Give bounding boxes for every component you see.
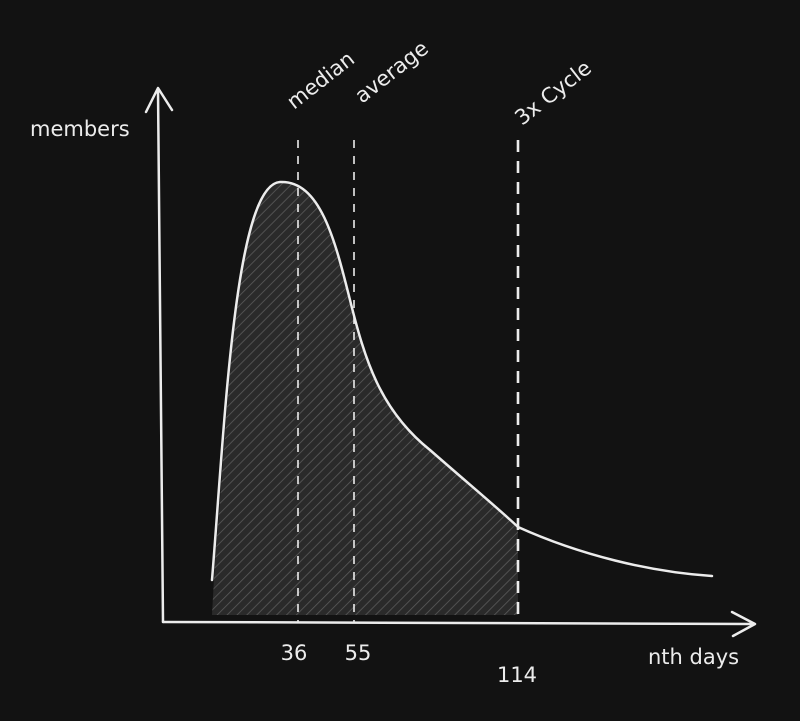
y-axis <box>144 86 174 624</box>
x-axis-label: nth days <box>648 645 739 669</box>
x-axis <box>161 610 757 638</box>
y-axis-label: members <box>30 117 130 141</box>
shaded-area <box>212 181 518 615</box>
marker-tick: 114 <box>497 663 537 687</box>
marker-tick: 55 <box>345 641 372 665</box>
distribution-curve <box>210 180 714 582</box>
marker-tick: 36 <box>281 641 308 665</box>
